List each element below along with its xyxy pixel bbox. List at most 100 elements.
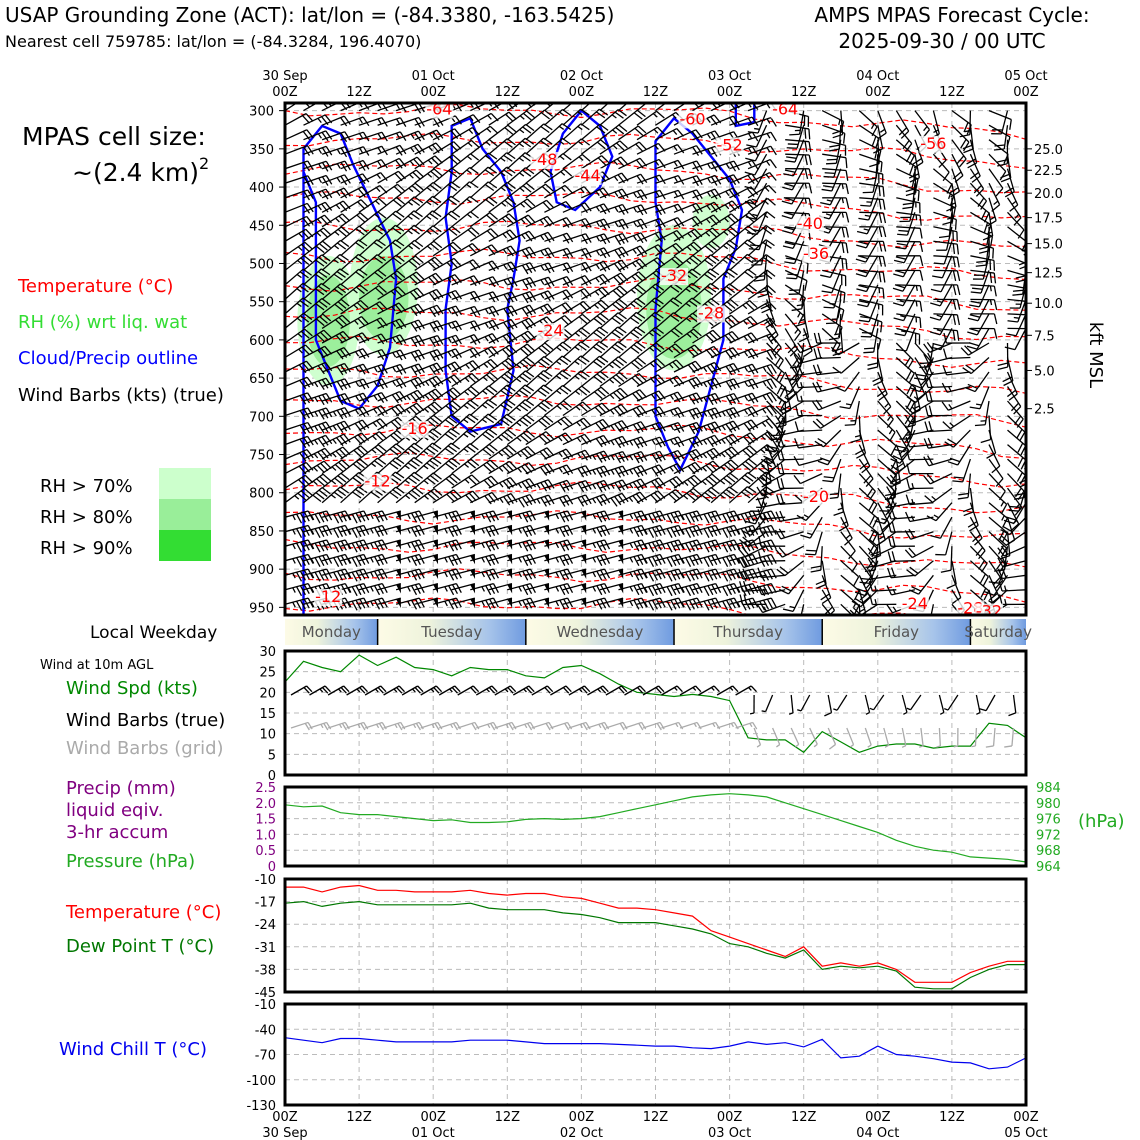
wind-barb xyxy=(970,255,996,271)
barb-flag xyxy=(505,113,514,122)
barb-flag xyxy=(562,277,570,287)
barb-staff xyxy=(599,259,622,271)
barb-flag xyxy=(340,162,348,172)
wind-barb xyxy=(321,283,350,300)
barb-half xyxy=(612,129,618,134)
wind-barb xyxy=(414,225,442,242)
barb-flag xyxy=(747,253,757,261)
top-hour-label: 12Z xyxy=(643,85,669,100)
barb-flag xyxy=(318,256,328,265)
barb-staff xyxy=(791,182,805,205)
barb-staff xyxy=(866,284,879,307)
wind-barb xyxy=(377,254,405,271)
wind-barb xyxy=(321,115,351,127)
legend-rh70: RH > 70% xyxy=(40,476,133,497)
barb-flag xyxy=(956,284,961,296)
barb-half xyxy=(407,245,414,250)
wind-barb xyxy=(525,167,554,184)
barb-flag xyxy=(602,171,610,180)
barb-half xyxy=(377,160,382,166)
barb-flag xyxy=(748,248,760,251)
barb-staff xyxy=(488,291,512,301)
wind-barb xyxy=(822,139,847,156)
barb-flag xyxy=(522,169,532,177)
barb-staff xyxy=(469,196,490,213)
barb-staff xyxy=(822,182,847,185)
barb-flag xyxy=(986,220,997,227)
barb-flag xyxy=(897,233,908,236)
wind-barb xyxy=(636,110,665,126)
barb-flag xyxy=(952,284,957,296)
barb-flag xyxy=(745,157,756,162)
barb-staff xyxy=(395,239,415,257)
wind-barb xyxy=(432,225,461,242)
wind-barb xyxy=(862,168,879,194)
wind-barb xyxy=(562,103,582,112)
barb-flag xyxy=(823,185,834,188)
isotherm xyxy=(285,277,1026,311)
barb-flag xyxy=(726,242,736,250)
barb-flag xyxy=(744,242,754,250)
barb-flag xyxy=(908,173,919,179)
barb-flag xyxy=(581,219,588,229)
wind-barb xyxy=(822,153,848,169)
barb-staff xyxy=(581,187,604,199)
wind-barb xyxy=(599,285,628,300)
wind-barb xyxy=(692,254,720,271)
barb-half xyxy=(561,202,567,208)
wind-barb xyxy=(785,124,811,140)
legend-rh90: RH > 90% xyxy=(40,538,133,559)
barb-flag xyxy=(637,284,647,293)
barb-flag xyxy=(547,247,555,258)
barb-half xyxy=(804,183,808,189)
barb-flag xyxy=(618,234,625,244)
barb-flag xyxy=(581,234,588,245)
barb-flag xyxy=(487,166,498,174)
barb-flag xyxy=(470,153,480,161)
barb-flag xyxy=(321,203,329,213)
wind-barb xyxy=(988,109,1012,130)
wind-barb xyxy=(358,239,386,257)
barb-flag xyxy=(488,262,496,272)
barb-half xyxy=(468,129,474,134)
barb-flag xyxy=(597,157,607,166)
wind-barb xyxy=(859,240,887,252)
wind-barb xyxy=(451,181,479,199)
barb-half xyxy=(766,147,771,153)
barb-flag xyxy=(958,158,967,168)
barb-staff xyxy=(951,168,961,192)
barb-staff xyxy=(562,123,582,141)
barb-flag xyxy=(601,155,610,164)
barb-half xyxy=(426,245,432,251)
barb-staff xyxy=(414,195,434,213)
barb-flag xyxy=(414,196,424,204)
barb-flag xyxy=(970,291,982,294)
barb-flag xyxy=(333,288,344,296)
barb-flag xyxy=(708,229,718,238)
barb-flag xyxy=(411,257,421,266)
wind-barb xyxy=(636,257,666,271)
barb-flag xyxy=(858,217,869,221)
barb-flag xyxy=(621,246,629,256)
barb-half xyxy=(951,218,954,224)
wind-barb xyxy=(525,183,554,199)
barb-flag xyxy=(451,167,461,175)
barb-flag xyxy=(469,166,479,174)
barb-flag xyxy=(693,241,702,250)
barb-staff xyxy=(395,143,419,155)
barb-staff xyxy=(543,108,563,126)
barb-staff xyxy=(692,254,712,271)
barb-flag xyxy=(471,243,481,252)
barb-flag xyxy=(844,145,847,156)
barb-flag xyxy=(487,181,498,189)
barb-staff xyxy=(377,196,397,213)
wind-barb xyxy=(599,124,628,141)
wind-barb xyxy=(747,171,777,184)
wind-barb xyxy=(599,140,628,155)
wind-barb xyxy=(285,268,312,286)
barb-flag xyxy=(803,115,806,126)
top-date-label: 02 Oct xyxy=(560,69,603,84)
barb-flag xyxy=(581,263,588,273)
barb-staff xyxy=(754,168,768,190)
barb-flag xyxy=(344,146,351,156)
